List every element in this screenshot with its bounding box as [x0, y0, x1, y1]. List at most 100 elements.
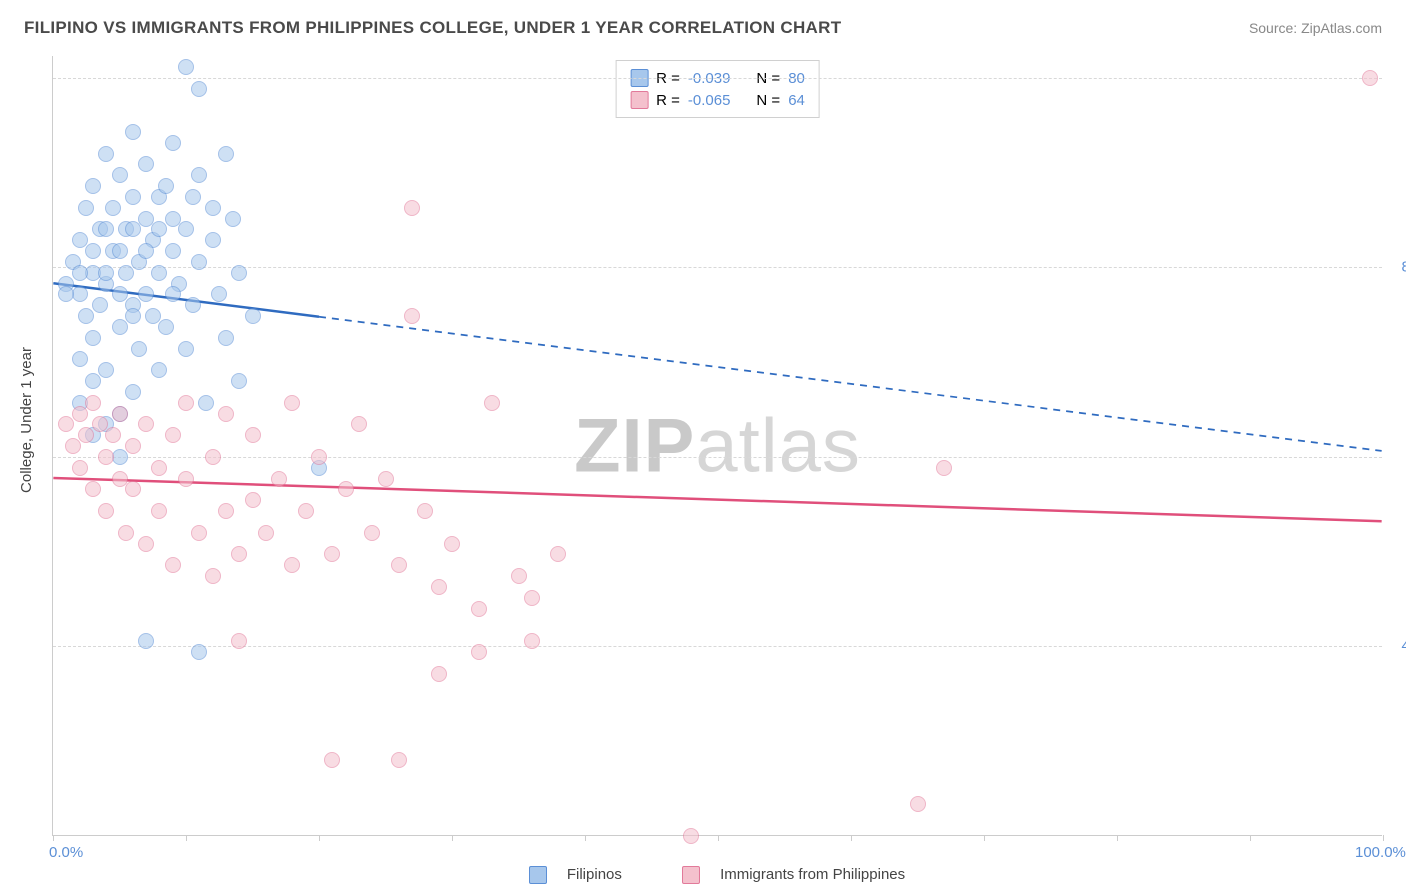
- watermark: ZIPatlas: [574, 402, 861, 489]
- data-point: [165, 135, 181, 151]
- y-tick-label: 82.5%: [1388, 259, 1406, 276]
- data-point: [92, 297, 108, 313]
- data-point: [98, 221, 114, 237]
- data-point: [131, 341, 147, 357]
- data-point: [105, 200, 121, 216]
- x-tick-mark: [53, 835, 54, 841]
- x-tick-label: 0.0%: [49, 844, 83, 861]
- data-point: [85, 330, 101, 346]
- data-point: [324, 546, 340, 562]
- data-point: [218, 503, 234, 519]
- legend-n-value: 64: [788, 92, 805, 109]
- data-point: [524, 590, 540, 606]
- data-point: [98, 362, 114, 378]
- data-point: [1362, 70, 1378, 86]
- data-point: [125, 481, 141, 497]
- chart-title: FILIPINO VS IMMIGRANTS FROM PHILIPPINES …: [24, 18, 841, 38]
- data-point: [138, 286, 154, 302]
- legend-swatch-series2: [682, 866, 700, 884]
- data-point: [185, 297, 201, 313]
- data-point: [910, 796, 926, 812]
- data-point: [151, 503, 167, 519]
- data-point: [271, 471, 287, 487]
- data-point: [225, 211, 241, 227]
- x-tick-label: 100.0%: [1355, 844, 1406, 861]
- data-point: [683, 828, 699, 844]
- data-point: [417, 503, 433, 519]
- legend-swatch-series2: [630, 91, 648, 109]
- data-point: [178, 341, 194, 357]
- data-point: [178, 471, 194, 487]
- data-point: [231, 633, 247, 649]
- data-point: [112, 243, 128, 259]
- data-point: [211, 286, 227, 302]
- data-point: [191, 167, 207, 183]
- gridline: [53, 78, 1382, 79]
- source-attribution: Source: ZipAtlas.com: [1249, 20, 1382, 36]
- legend-swatch-series1: [529, 866, 547, 884]
- data-point: [165, 427, 181, 443]
- data-point: [98, 503, 114, 519]
- legend-n-label: N =: [756, 92, 780, 109]
- data-point: [165, 243, 181, 259]
- legend-r-value: -0.065: [688, 92, 731, 109]
- x-tick-mark: [585, 835, 586, 841]
- data-point: [78, 308, 94, 324]
- data-point: [72, 265, 88, 281]
- legend-row-series2: R = -0.065 N = 64: [630, 89, 805, 111]
- data-point: [391, 557, 407, 573]
- data-point: [178, 221, 194, 237]
- data-point: [165, 557, 181, 573]
- data-point: [205, 200, 221, 216]
- x-tick-mark: [319, 835, 320, 841]
- data-point: [198, 395, 214, 411]
- data-point: [125, 221, 141, 237]
- data-point: [218, 330, 234, 346]
- data-point: [151, 362, 167, 378]
- data-point: [85, 178, 101, 194]
- data-point: [231, 265, 247, 281]
- data-point: [324, 752, 340, 768]
- data-point: [98, 146, 114, 162]
- legend-label: Filipinos: [567, 866, 622, 883]
- data-point: [245, 308, 261, 324]
- data-point: [125, 189, 141, 205]
- data-point: [404, 200, 420, 216]
- x-tick-mark: [718, 835, 719, 841]
- watermark-light: atlas: [695, 403, 861, 488]
- legend-item-series1: Filipinos: [515, 866, 640, 883]
- data-point: [112, 167, 128, 183]
- data-point: [151, 265, 167, 281]
- data-point: [138, 633, 154, 649]
- data-point: [431, 579, 447, 595]
- data-point: [72, 460, 88, 476]
- data-point: [125, 308, 141, 324]
- x-tick-mark: [851, 835, 852, 841]
- data-point: [511, 568, 527, 584]
- data-point: [245, 427, 261, 443]
- data-point: [158, 319, 174, 335]
- data-point: [284, 395, 300, 411]
- scatter-chart: ZIPatlas R = -0.039 N = 80 R = -0.065 N …: [52, 56, 1382, 836]
- gridline: [53, 267, 1382, 268]
- data-point: [125, 384, 141, 400]
- data-point: [58, 416, 74, 432]
- data-point: [165, 286, 181, 302]
- data-point: [125, 124, 141, 140]
- data-point: [72, 406, 88, 422]
- data-point: [151, 460, 167, 476]
- legend-stats-box: R = -0.039 N = 80 R = -0.065 N = 64: [615, 60, 820, 118]
- data-point: [258, 525, 274, 541]
- data-point: [218, 406, 234, 422]
- watermark-bold: ZIP: [574, 403, 695, 488]
- data-point: [112, 286, 128, 302]
- x-tick-mark: [984, 835, 985, 841]
- data-point: [484, 395, 500, 411]
- data-point: [191, 644, 207, 660]
- data-point: [178, 395, 194, 411]
- data-point: [138, 156, 154, 172]
- data-point: [471, 601, 487, 617]
- data-point: [58, 286, 74, 302]
- data-point: [205, 232, 221, 248]
- data-point: [98, 265, 114, 281]
